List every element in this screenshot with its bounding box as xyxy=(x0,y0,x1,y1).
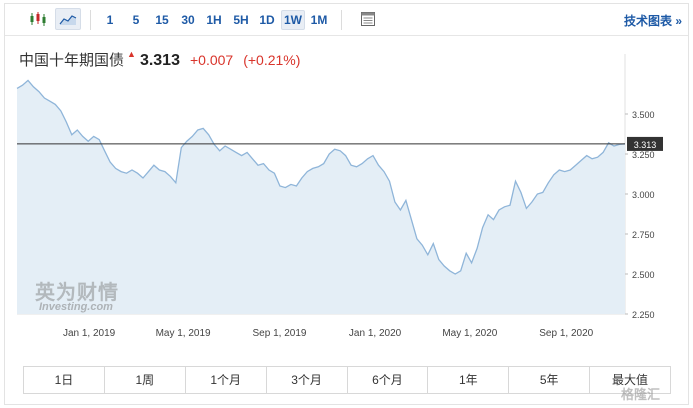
toolbar-divider xyxy=(341,10,342,30)
period-5h[interactable]: 5H xyxy=(233,13,249,27)
x-tick-label: Jan 1, 2019 xyxy=(63,328,116,339)
range-tab-1m[interactable]: 1个月 xyxy=(186,367,267,393)
y-tick-label: 2.500 xyxy=(632,270,655,280)
period-5[interactable]: 5 xyxy=(132,13,140,27)
y-tick-label: 2.250 xyxy=(632,310,655,320)
range-tab-5y[interactable]: 5年 xyxy=(509,367,591,393)
range-tab-6m[interactable]: 6个月 xyxy=(348,367,429,393)
x-tick-label: Jan 1, 2020 xyxy=(349,328,402,339)
toolbar-divider xyxy=(90,10,91,30)
range-tab-bar: 1日 1周 1个月 3个月 6个月 1年 5年 最大值 xyxy=(23,366,671,394)
brand-watermark-en: Investing.com xyxy=(39,301,113,313)
x-tick-label: May 1, 2019 xyxy=(156,328,211,339)
x-tick-label: May 1, 2020 xyxy=(442,328,497,339)
period-30[interactable]: 30 xyxy=(181,13,195,27)
y-tick-label: 3.250 xyxy=(632,150,655,160)
table-icon[interactable] xyxy=(355,8,381,30)
x-tick-label: Sep 1, 2019 xyxy=(253,328,307,339)
y-tick-label: 3.500 xyxy=(632,110,655,120)
chart-widget: 1 5 15 30 1H 5H 1D 1W 1M 技术图表 » 中国十年期国债 … xyxy=(4,3,689,405)
period-1m[interactable]: 1M xyxy=(310,13,328,27)
range-tab-1d[interactable]: 1日 xyxy=(24,367,105,393)
price-change: +0.007 xyxy=(189,52,234,68)
up-arrow-icon: ▲ xyxy=(127,49,136,59)
instrument-name: 中国十年期国债 xyxy=(19,52,125,69)
y-tick-label: 2.750 xyxy=(632,230,655,240)
candlestick-chart-icon[interactable] xyxy=(25,8,51,30)
chart-toolbar: 1 5 15 30 1H 5H 1D 1W 1M 技术图表 » xyxy=(5,4,688,36)
period-1h[interactable]: 1H xyxy=(206,13,222,27)
price-change-percent: (+0.21%) xyxy=(243,52,301,68)
range-tab-3m[interactable]: 3个月 xyxy=(267,367,348,393)
price-line xyxy=(16,79,626,275)
period-1d[interactable]: 1D xyxy=(259,13,275,27)
last-price-label: 3.313 xyxy=(634,140,657,150)
range-tab-1y[interactable]: 1年 xyxy=(428,367,510,393)
quote-header: 中国十年期国债 ▲ 3.313 +0.007 (+0.21%) xyxy=(19,49,300,71)
y-tick-label: 3.000 xyxy=(632,190,655,200)
period-1w[interactable]: 1W xyxy=(281,10,305,30)
brand-watermark: 英为财情 xyxy=(35,280,119,304)
technical-chart-link[interactable]: 技术图表 » xyxy=(623,14,682,28)
area-chart-icon[interactable] xyxy=(55,8,81,30)
period-15[interactable]: 15 xyxy=(155,13,169,27)
range-tab-1w[interactable]: 1周 xyxy=(105,367,186,393)
last-price-tag xyxy=(627,136,663,151)
period-1[interactable]: 1 xyxy=(106,13,114,27)
corner-watermark: 格隆汇 xyxy=(621,387,661,402)
x-tick-label: Sep 1, 2020 xyxy=(539,328,593,339)
last-price: 3.313 xyxy=(139,52,180,69)
price-chart: 3.500 3.250 3.000 2.750 2.500 2.250 Jan 1, 20… xyxy=(16,54,663,339)
area-fill xyxy=(17,80,625,315)
range-tab-max[interactable]: 最大值 xyxy=(612,373,649,387)
